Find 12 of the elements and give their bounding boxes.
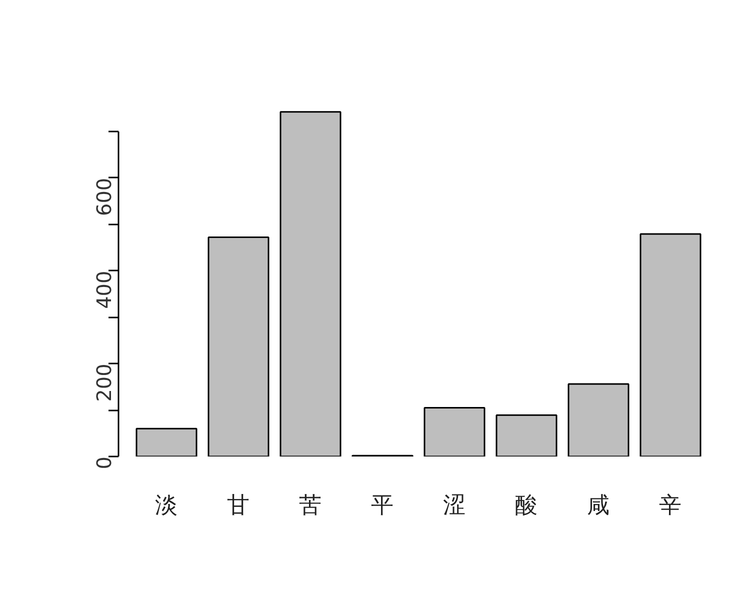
- y-tick-label: 400: [92, 270, 116, 309]
- x-tick-label: 辛: [659, 492, 682, 518]
- x-tick-label: 甘: [227, 492, 250, 518]
- x-tick-label: 酸: [515, 492, 538, 518]
- x-tick-label: 淡: [155, 492, 178, 518]
- x-tick-label: 咸: [587, 492, 610, 518]
- y-tick-label: 0: [92, 456, 116, 470]
- x-tick-label: 涩: [443, 492, 466, 518]
- x-tick-label: 苦: [299, 492, 322, 518]
- y-tick-label: 600: [92, 178, 116, 216]
- y-tick-label: 200: [92, 364, 116, 402]
- x-tick-label: 平: [371, 492, 394, 518]
